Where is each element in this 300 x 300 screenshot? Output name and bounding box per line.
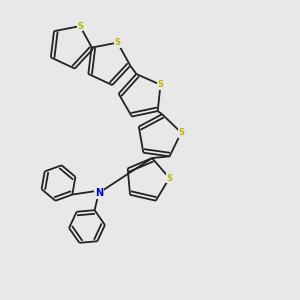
- Text: S: S: [178, 128, 184, 137]
- Text: S: S: [115, 38, 121, 47]
- Text: N: N: [95, 188, 103, 199]
- Text: S: S: [77, 22, 83, 31]
- Text: S: S: [158, 80, 164, 89]
- Text: S: S: [167, 173, 172, 182]
